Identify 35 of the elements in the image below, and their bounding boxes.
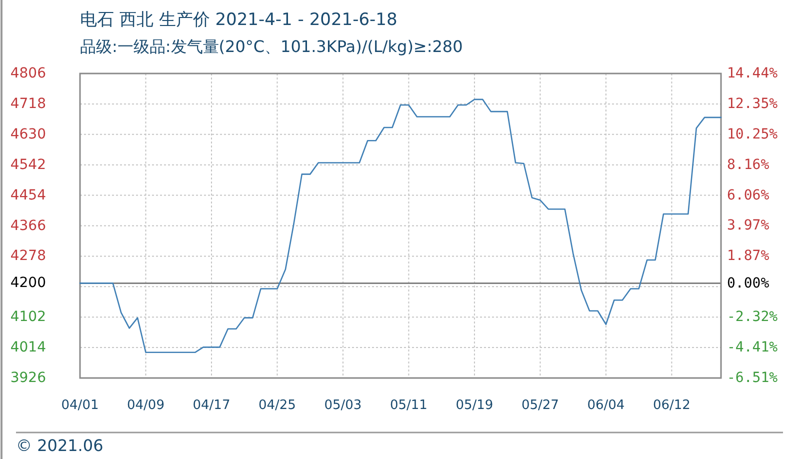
y2tick: 12.35% bbox=[727, 96, 778, 112]
ytick: 4200 bbox=[10, 275, 46, 292]
subtitle: 品级:一级品:发气量(20°C、101.3KPa)/(L/kg)≥:280 bbox=[80, 37, 463, 56]
xtick: 04/09 bbox=[127, 398, 164, 413]
ytick: 4630 bbox=[10, 126, 46, 142]
y2tick: 8.16% bbox=[727, 156, 770, 173]
y2tick: 10.25% bbox=[727, 126, 778, 142]
y2tick: 14.44% bbox=[727, 66, 778, 82]
ytick: 4806 bbox=[10, 66, 46, 82]
xtick: 04/01 bbox=[61, 398, 99, 413]
xtick: 05/11 bbox=[390, 398, 428, 413]
y2tick: -6.51% bbox=[727, 370, 778, 386]
title: 电石 西北 生产价 2021-4-1 - 2021-6-18 bbox=[80, 10, 398, 30]
xtick: 05/03 bbox=[324, 398, 362, 413]
xtick: 06/04 bbox=[587, 398, 625, 413]
annotation: © 2021.06 bbox=[16, 436, 104, 455]
ytick: 4542 bbox=[10, 156, 46, 173]
y2tick: 3.97% bbox=[727, 218, 770, 234]
ytick: 3926 bbox=[10, 370, 46, 386]
y2tick: 1.87% bbox=[727, 248, 770, 264]
xtick: 05/19 bbox=[456, 398, 494, 413]
ytick: 4454 bbox=[10, 187, 46, 204]
y2tick: -2.32% bbox=[727, 309, 778, 326]
y2tick: -4.41% bbox=[727, 339, 778, 356]
xtick: 04/17 bbox=[192, 398, 230, 413]
xtick: 06/12 bbox=[652, 398, 690, 413]
ytick: 4278 bbox=[10, 248, 46, 264]
ytick: 4014 bbox=[10, 340, 46, 356]
ytick: 4102 bbox=[10, 309, 46, 326]
y2tick: 0.00% bbox=[727, 275, 770, 292]
ytick: 4366 bbox=[10, 218, 46, 234]
xtick: 05/27 bbox=[521, 398, 559, 413]
xtick: 04/25 bbox=[258, 398, 296, 413]
y2tick: 6.06% bbox=[727, 187, 770, 204]
ytick: 4718 bbox=[10, 96, 46, 112]
